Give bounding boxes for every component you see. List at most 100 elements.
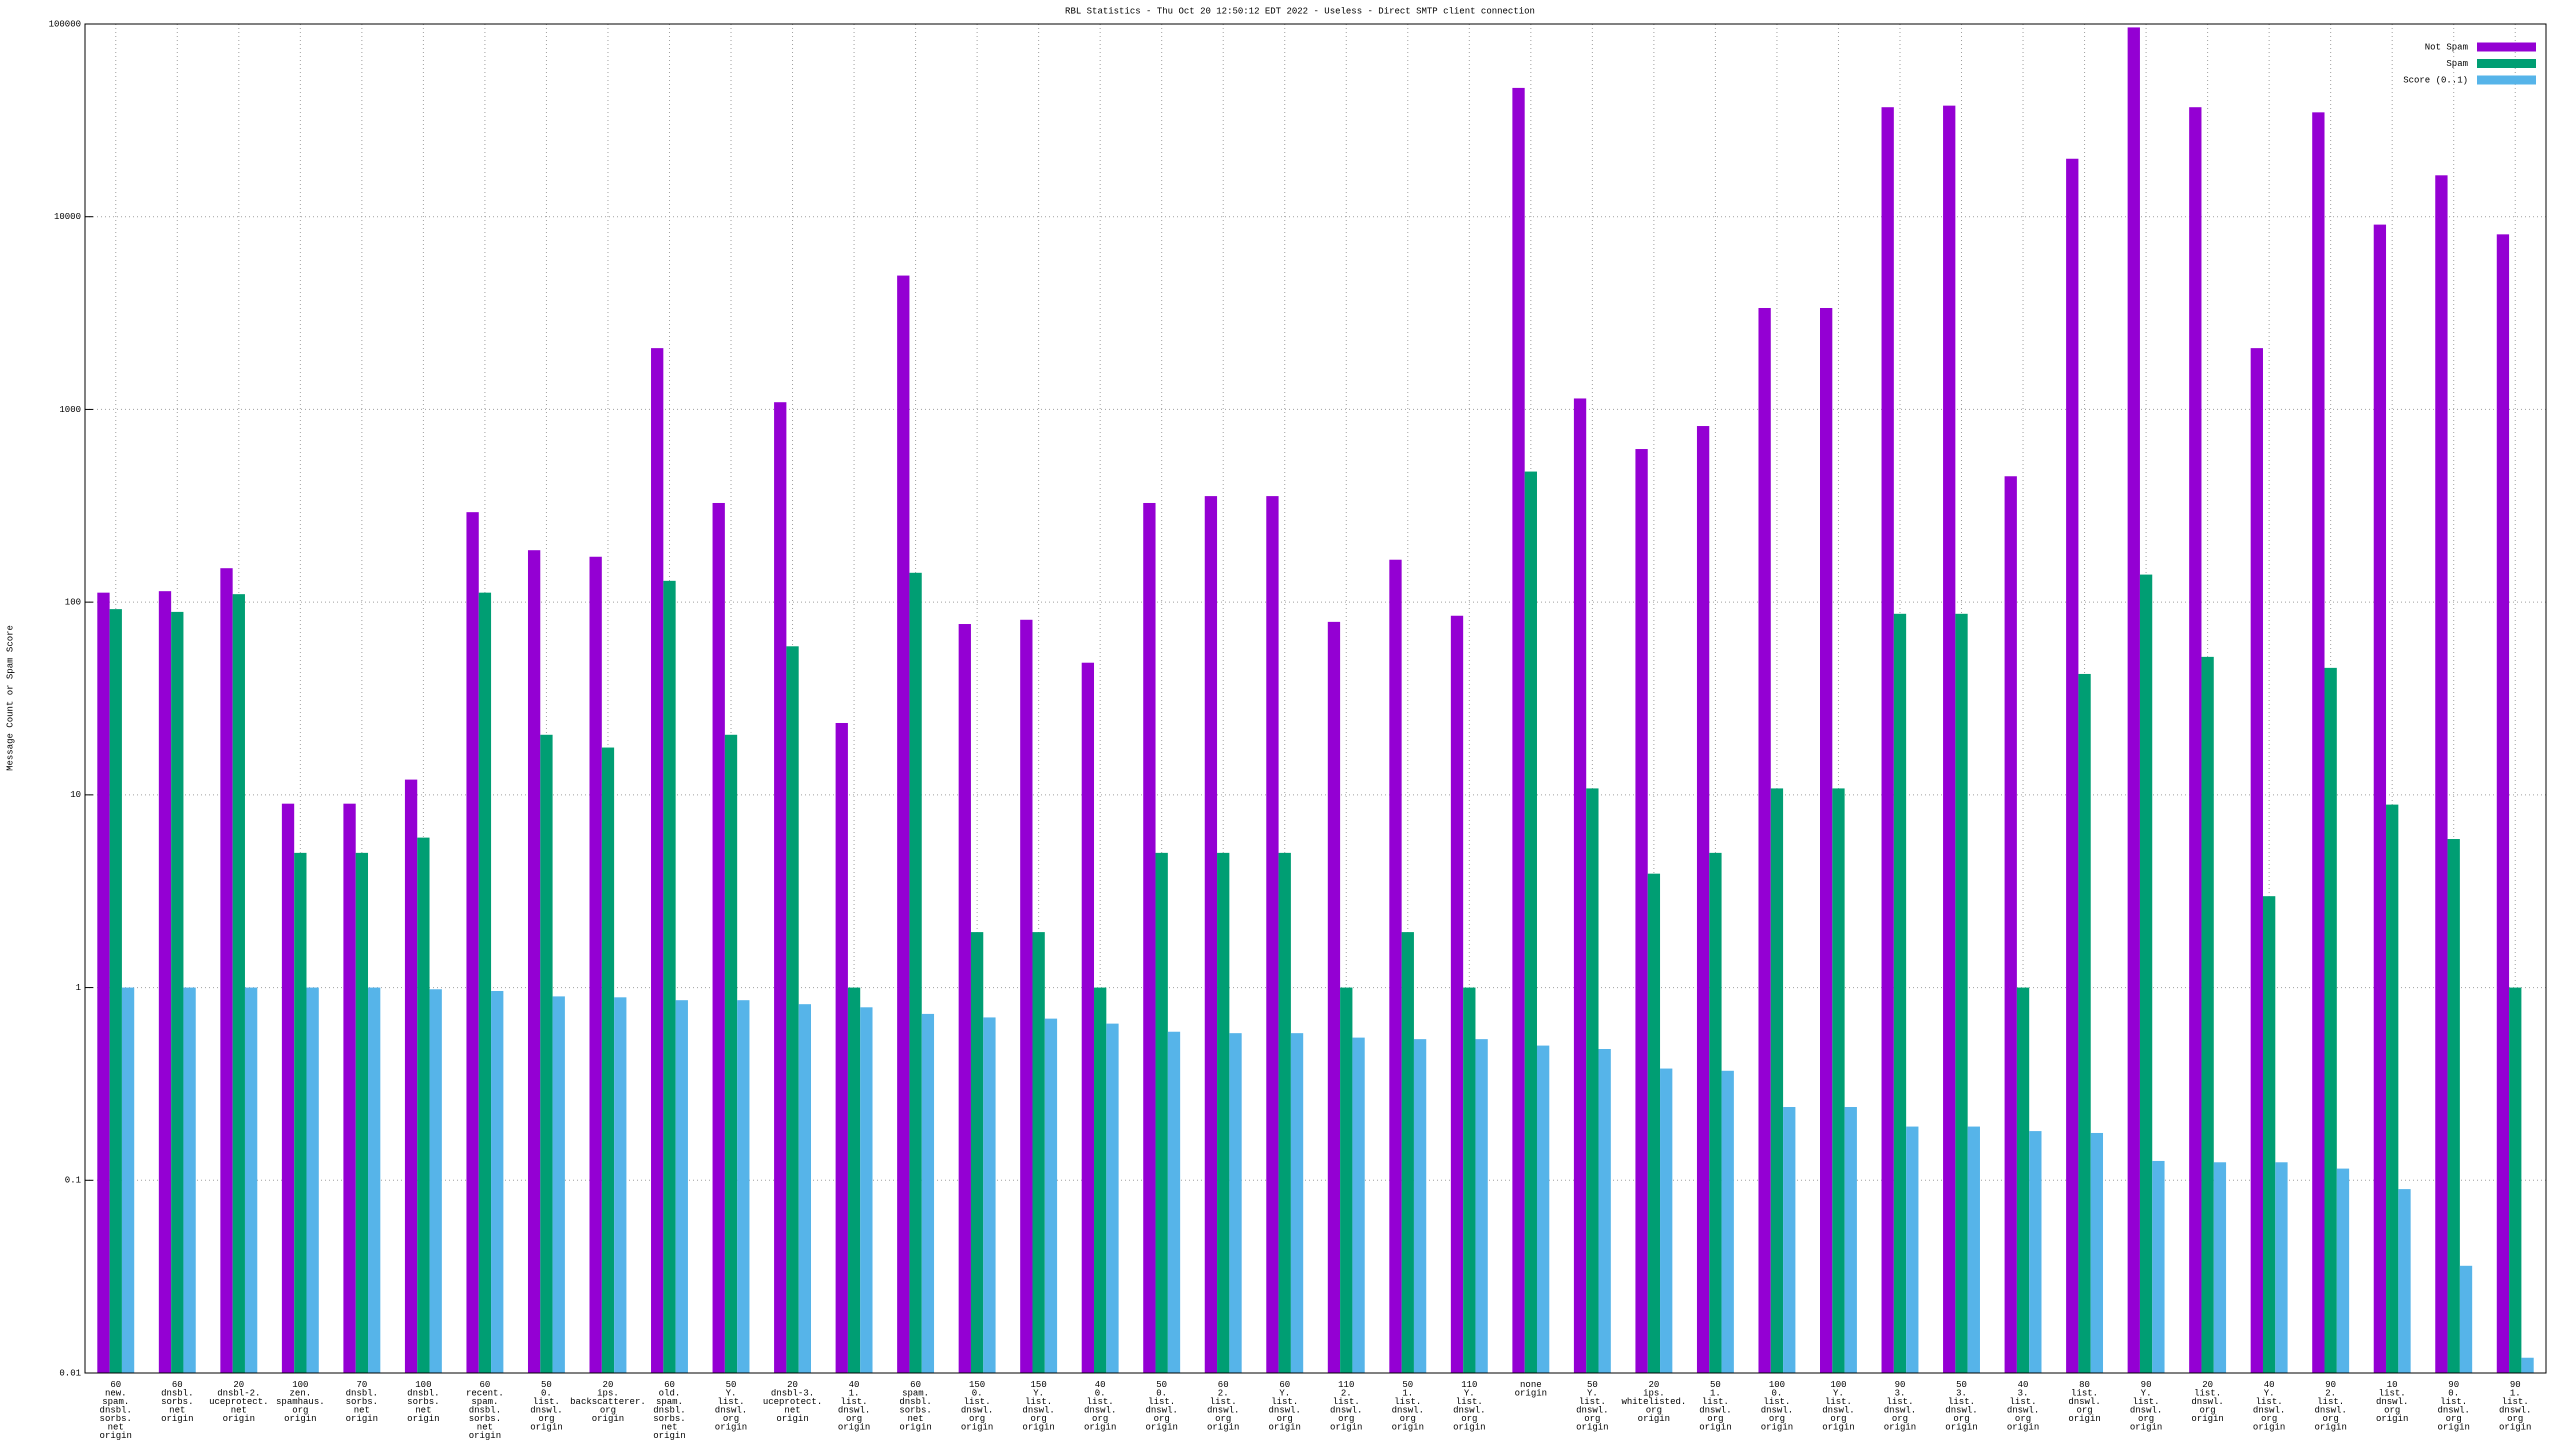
x-tick-label-line: 50: [1156, 1380, 1167, 1390]
bar: [1647, 873, 1661, 1373]
bar: [1352, 1037, 1365, 1373]
x-tick-label-line: org: [2200, 1406, 2216, 1416]
bar: [1401, 932, 1414, 1373]
bar: [2521, 1357, 2534, 1373]
x-tick-label: 100 Y. list. dnswl. org origin: [1822, 1380, 1854, 1433]
bar: [2435, 175, 2448, 1374]
x-tick-label-line: dnswl.: [1884, 1406, 1916, 1416]
bar: [1660, 1068, 1673, 1373]
x-tick-label: 50 Y. list. dnswl. org origin: [1576, 1380, 1608, 1433]
legend-swatch: [2477, 75, 2536, 85]
x-tick-label-line: 10: [2387, 1380, 2398, 1390]
x-tick-label: 90 3. list. dnswl. org origin: [1884, 1380, 1916, 1433]
bar: [1229, 1033, 1242, 1373]
x-tick-label-line: list.: [718, 1397, 745, 1407]
bar: [1155, 852, 1168, 1373]
bar: [2312, 112, 2325, 1373]
bar: [1094, 987, 1107, 1373]
x-tick-label-line: zen.: [290, 1389, 312, 1399]
x-tick-label: 20 ips. backscatterer. org origin: [570, 1380, 646, 1424]
x-tick-label: 50 1. list. dnswl. org origin: [1392, 1380, 1424, 1433]
x-tick-label-line: origin: [1515, 1389, 1547, 1399]
x-tick-label-line: origin: [2068, 1414, 2100, 1424]
x-tick-label-line: ips.: [1643, 1389, 1665, 1399]
legend-label: Score (0..1): [2403, 75, 2468, 85]
bar: [1709, 852, 1722, 1373]
x-tick-label-line: net: [477, 1423, 493, 1433]
x-tick-label-line: org: [1646, 1406, 1662, 1416]
bar: [614, 997, 627, 1373]
x-tick-label-line: 2.: [2325, 1389, 2336, 1399]
x-tick-label-line: 100: [415, 1380, 431, 1390]
bar: [1696, 426, 1710, 1374]
bar: [675, 1000, 688, 1373]
x-tick-label-line: origin: [592, 1414, 624, 1424]
x-tick-label-line: list.: [1825, 1397, 1852, 1407]
bar: [2078, 673, 2091, 1373]
x-tick-label-line: none: [1520, 1380, 1542, 1390]
x-tick-label: 80 list. dnswl. org origin: [2068, 1380, 2100, 1424]
x-tick-label-line: 20: [787, 1380, 798, 1390]
x-tick-label-line: sorbs.: [899, 1406, 931, 1416]
x-tick-label-line: 90: [1895, 1380, 1906, 1390]
x-tick-label: 60 spam. dnsbl. sorbs. net origin: [899, 1380, 931, 1433]
x-tick-label-line: sorbs.: [346, 1397, 378, 1407]
x-tick-label-line: origin: [1207, 1423, 1239, 1433]
x-tick-label-line: dnsbl.: [346, 1389, 378, 1399]
bar: [1143, 502, 1156, 1373]
x-tick-label-line: 90: [2448, 1380, 2459, 1390]
x-tick-label-line: sorbs.: [100, 1414, 132, 1424]
x-tick-label-line: ips.: [597, 1389, 619, 1399]
bar: [774, 402, 787, 1373]
x-tick-label-line: 110: [1461, 1380, 1477, 1390]
x-tick-label-line: origin: [100, 1431, 132, 1440]
bar: [2090, 1132, 2104, 1373]
x-tick-label-line: list.: [2071, 1389, 2098, 1399]
x-tick-label-line: origin: [961, 1423, 993, 1433]
x-tick-label-line: Y.: [1279, 1389, 1290, 1399]
bar: [368, 987, 381, 1373]
x-tick-label-line: dnswl.: [1822, 1406, 1854, 1416]
x-tick-label: 20 dnsbl-2. uceprotect. net origin: [209, 1380, 268, 1424]
bar: [786, 646, 799, 1373]
x-tick-label-line: origin: [1638, 1414, 1670, 1424]
x-tick-label-line: sorbs.: [469, 1414, 501, 1424]
bar: [2213, 1162, 2227, 1373]
x-tick-label: 50 3. list. dnswl. org origin: [1945, 1380, 1977, 1433]
x-tick-label-line: 60: [480, 1380, 491, 1390]
x-tick-label-line: origin: [2130, 1423, 2162, 1433]
x-tick-label-line: 0.: [972, 1389, 983, 1399]
bar: [1844, 1107, 1857, 1373]
x-tick-label-line: dnswl.: [2253, 1406, 2285, 1416]
x-tick-label-line: org: [292, 1406, 308, 1416]
x-tick-label-line: origin: [1022, 1423, 1054, 1433]
x-tick-label: 50 0. list. dnswl. org origin: [1145, 1380, 1177, 1433]
x-tick-label-line: org: [2446, 1414, 2462, 1424]
x-tick-label-line: list.: [1702, 1397, 1729, 1407]
bar: [244, 987, 258, 1373]
bar: [921, 1013, 935, 1373]
x-tick-label-line: list.: [1025, 1397, 1052, 1407]
x-tick-label-line: spam.: [471, 1397, 498, 1407]
bar: [1327, 621, 1341, 1373]
x-tick-label-line: list.: [1394, 1397, 1421, 1407]
x-tick-label-line: 0.: [1095, 1389, 1106, 1399]
x-tick-label-line: 50: [1402, 1380, 1413, 1390]
x-tick-label-line: Y.: [1833, 1389, 1844, 1399]
bar: [737, 1000, 750, 1373]
x-tick-label-line: list.: [2010, 1397, 2037, 1407]
x-tick-label-line: origin: [2253, 1423, 2285, 1433]
legend-swatch: [2477, 59, 2536, 68]
x-tick-label-line: org: [2507, 1414, 2523, 1424]
legend-label: Spam: [2446, 59, 2468, 69]
x-tick-label-line: dnswl.: [1699, 1406, 1731, 1416]
x-tick-label: 100 0. list. dnswl. org origin: [1761, 1380, 1793, 1433]
x-tick-label-line: dnswl.: [1945, 1406, 1977, 1416]
x-tick-label-line: list.: [2133, 1397, 2160, 1407]
x-tick-label: 150 0. list. dnswl. org origin: [961, 1380, 993, 1433]
bar: [1413, 1039, 1427, 1373]
y-tick-label: 10000: [54, 212, 81, 222]
bar: [2386, 804, 2399, 1373]
x-tick-label-line: 0.: [541, 1389, 552, 1399]
x-tick-label-line: list.: [2440, 1397, 2467, 1407]
